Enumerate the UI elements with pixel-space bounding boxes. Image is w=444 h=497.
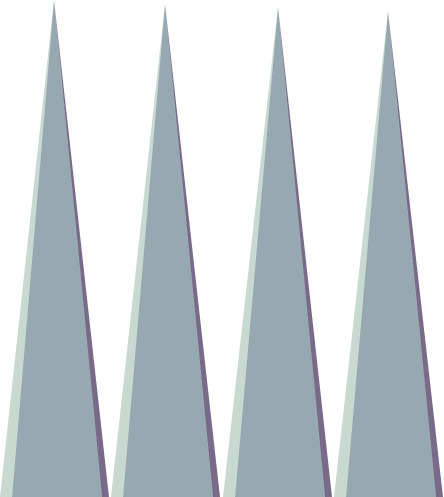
spike-highlight-edge [111, 4, 165, 497]
spike-2 [111, 4, 220, 497]
spike-face [12, 0, 102, 497]
spike-shadow-edge [54, 0, 109, 497]
spike-shadow-edge [388, 11, 443, 497]
spike-face [346, 11, 436, 497]
spike-4 [334, 11, 443, 497]
spike-face [235, 7, 325, 497]
spike-shadow-edge [165, 4, 220, 497]
spike-shadow-edge [278, 7, 332, 497]
spike-face [123, 4, 213, 497]
spike-highlight-edge [334, 11, 388, 497]
spike-highlight-edge [0, 0, 54, 497]
spike-3 [223, 7, 332, 497]
spike-highlight-edge [223, 7, 278, 497]
spike-1 [0, 0, 109, 497]
